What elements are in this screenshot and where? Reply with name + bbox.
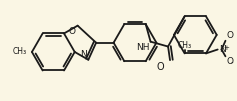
Text: O: O — [226, 57, 233, 66]
Text: O: O — [226, 31, 233, 40]
Text: CH₃: CH₃ — [13, 47, 27, 56]
Text: N: N — [80, 50, 86, 59]
Text: -: - — [231, 59, 233, 65]
Text: CH₃: CH₃ — [178, 41, 192, 49]
Text: NH: NH — [136, 43, 150, 52]
Text: +: + — [223, 45, 229, 51]
Text: O: O — [69, 27, 76, 36]
Text: N: N — [219, 45, 225, 54]
Text: O: O — [157, 62, 164, 72]
